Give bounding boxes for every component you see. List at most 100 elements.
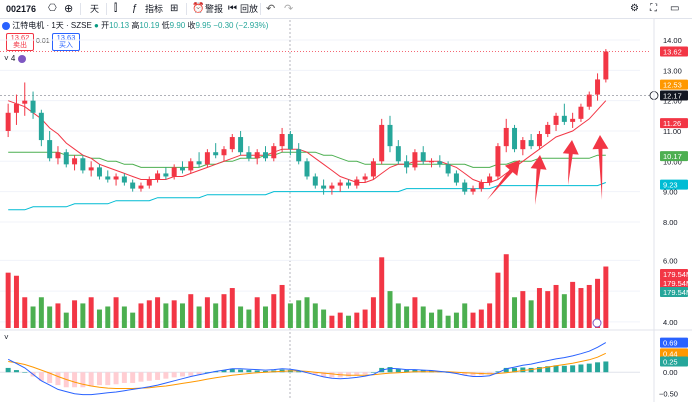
exchange-logo-icon [2, 21, 10, 30]
macd-histogram-bar [346, 372, 351, 377]
interval-button[interactable]: 天 [90, 4, 100, 14]
symbol-search[interactable]: 002176 [6, 4, 37, 14]
ma-short-line [8, 100, 607, 183]
candle-body [188, 161, 194, 171]
candle-body [121, 176, 127, 183]
sell-button[interactable]: 13.62 卖出 [6, 33, 34, 51]
volume-bar [179, 303, 185, 328]
candle-body [96, 167, 102, 177]
candle-body [38, 112, 44, 141]
candle-style-icon[interactable]: ⫿ [114, 3, 118, 14]
candle-body [13, 103, 19, 113]
candle-body [495, 146, 501, 177]
volume-bar [520, 291, 526, 328]
volume-bar [362, 309, 368, 328]
macd-histogram-bar [362, 372, 368, 375]
candle-body [321, 185, 327, 189]
volume-bar [337, 312, 343, 328]
candle-body [246, 152, 252, 159]
alert-icon[interactable]: ⏰ [192, 3, 205, 14]
last-price-tag: 13.62 [663, 48, 682, 57]
collapse-icon[interactable]: ˅ [4, 54, 9, 63]
candle-body [536, 134, 542, 147]
candle-body [429, 161, 435, 163]
macd-histogram-bar [38, 372, 44, 381]
macd-histogram-bar [130, 372, 136, 383]
macd-histogram-bar [370, 372, 376, 373]
volume-bar [254, 297, 260, 328]
macd-histogram-bar [512, 367, 518, 373]
volume-bar [470, 312, 476, 328]
volume-tag: 179.54M [663, 288, 692, 297]
volume-bar [146, 300, 152, 328]
macd-histogram-bar [188, 372, 194, 376]
candle-body [462, 182, 468, 192]
close-label: 收 [187, 21, 196, 30]
ma-indicator-toggle[interactable]: ˅ 4 [4, 54, 26, 63]
spread-value: 0.01 [36, 38, 50, 45]
candle-body [346, 182, 351, 186]
candle-body [30, 100, 36, 113]
snapshot-icon[interactable]: ▭ [670, 3, 680, 14]
ma3-tag-bg [660, 151, 688, 162]
volume-bar [271, 294, 277, 328]
candle-body [296, 149, 302, 162]
macd-histogram-bar [5, 367, 11, 373]
candle-body [445, 164, 451, 174]
macd-collapse-icon[interactable]: ˅ [4, 333, 9, 342]
settings-icon[interactable]: ⚙ [630, 3, 639, 14]
volume-bar [528, 300, 534, 328]
price-axis-label: 4.00 [663, 318, 678, 327]
add-symbol-icon[interactable]: ⊕ [64, 3, 74, 15]
candle-body [196, 161, 202, 165]
candle-body [146, 179, 152, 186]
replay-icon[interactable]: ⏮ [228, 3, 237, 14]
macd-histogram-bar [536, 367, 542, 373]
volume-bar [13, 275, 19, 328]
alert-button[interactable]: 警报 [205, 4, 224, 14]
ma3-tag: 10.17 [663, 152, 682, 161]
volume-bar [22, 297, 28, 328]
candle-body [204, 152, 210, 165]
layouts-icon[interactable]: ⊞ [170, 3, 179, 14]
macd-histogram-bar [545, 366, 551, 373]
macd-histogram-bar [495, 371, 501, 373]
price-axis-label: 6.00 [663, 256, 678, 265]
indicators-button[interactable]: 指标 [145, 4, 164, 14]
macd-histogram-bar [13, 370, 19, 373]
price-axis-label: 11.00 [663, 127, 681, 136]
candle-body [105, 176, 111, 180]
volume-bar [370, 297, 376, 328]
compare-icon[interactable]: ⎔ [48, 3, 57, 14]
macd-histogram-bar [387, 367, 393, 373]
buy-button[interactable]: 13.63 买入 [52, 33, 80, 51]
price-axis-label: 10.00 [663, 157, 682, 166]
candle-body [287, 134, 293, 150]
volume-bar [495, 272, 501, 328]
volume-bar [404, 306, 410, 328]
symbol-legend: 江特电机 · 1天 · SZSE ● 开10.13 高10.19 低9.90 收… [2, 20, 268, 32]
candle-body [595, 79, 601, 95]
macd-histogram-bar [586, 363, 592, 373]
fullscreen-icon[interactable]: ⛶ [650, 3, 657, 14]
macd-histogram-bar [204, 372, 210, 373]
macd-histogram-bar [105, 372, 111, 386]
indicators-icon[interactable]: ƒ [132, 3, 138, 14]
volume-bar [379, 257, 385, 328]
volume-bar [196, 306, 202, 328]
macd-histogram-bar [238, 369, 244, 373]
replay-button[interactable]: 回放 [240, 4, 259, 14]
volume-bar [88, 297, 94, 328]
candle-body [387, 124, 393, 147]
candle-body [370, 161, 376, 177]
candle-body [487, 176, 493, 183]
redo-icon[interactable]: ↷ [284, 3, 294, 15]
macd-axis-label: 0.00 [663, 368, 678, 377]
volume-bar [553, 284, 559, 328]
volume-bar [445, 315, 451, 328]
legend-name: 江特电机 · 1天 · SZSE [12, 21, 92, 30]
undo-icon[interactable]: ↶ [266, 3, 276, 15]
candle-body [213, 152, 219, 156]
candle-body [354, 179, 360, 186]
